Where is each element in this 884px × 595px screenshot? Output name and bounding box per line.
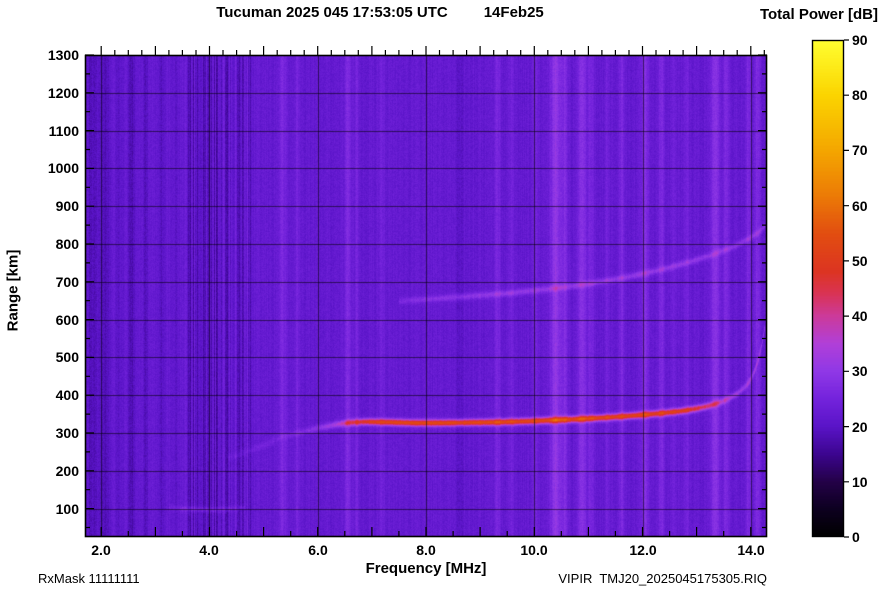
- x-tick-label: 2.0: [91, 542, 111, 558]
- title-date: 14Feb25: [483, 4, 544, 21]
- colorbar-title: Total Power [dB]: [759, 6, 878, 23]
- y-tick-label: 1300: [47, 47, 79, 63]
- rxmask-label: RxMask 11111111: [38, 571, 140, 586]
- x-tick-label: 12.0: [629, 542, 657, 558]
- y-tick-label: 1000: [47, 160, 79, 176]
- y-tick-label: 400: [55, 387, 79, 403]
- colorbar-tick-label: 50: [852, 253, 868, 269]
- colorbar-tick-label: 80: [852, 87, 868, 103]
- x-tick-label: 10.0: [520, 542, 548, 558]
- colorbar-tick-label: 60: [852, 198, 868, 214]
- colorbar-tick-label: 10: [852, 474, 868, 490]
- x-tick-label: 4.0: [199, 542, 219, 558]
- y-tick-label: 300: [55, 425, 79, 441]
- colorbar-tick-label: 0: [852, 529, 860, 545]
- file-reference: VIPIR TMJ20_2025045175305.RIQ: [558, 571, 767, 586]
- y-axis-label: Range [km]: [4, 249, 22, 332]
- y-tick-label: 700: [55, 274, 79, 290]
- x-tick-label: 14.0: [737, 542, 765, 558]
- title-datetime: Tucuman 2025 045 17:53:05 UTC: [216, 4, 448, 21]
- ionogram-heatmap: [85, 55, 767, 537]
- y-tick-label: 600: [55, 312, 79, 328]
- y-tick-label: 900: [55, 198, 79, 214]
- plot-title: Tucuman 2025 045 17:53:05 UTC 14Feb25: [60, 4, 700, 21]
- colorbar-tick-label: 90: [852, 32, 868, 48]
- y-tick-label: 800: [55, 236, 79, 252]
- x-tick-label: 6.0: [308, 542, 328, 558]
- x-axis-label: Frequency [MHz]: [365, 560, 487, 577]
- colorbar-gradient: [812, 40, 844, 537]
- y-tick-label: 1200: [47, 85, 79, 101]
- colorbar-tick-label: 30: [852, 363, 868, 379]
- y-tick-label: 1100: [48, 123, 79, 139]
- y-tick-label: 200: [55, 463, 79, 479]
- colorbar-tick-label: 20: [852, 419, 868, 435]
- y-tick-label: 100: [55, 501, 79, 517]
- colorbar-tick-label: 70: [852, 142, 868, 158]
- x-tick-label: 8.0: [416, 542, 436, 558]
- colorbar-tick-label: 40: [852, 308, 868, 324]
- y-tick-label: 500: [55, 349, 79, 365]
